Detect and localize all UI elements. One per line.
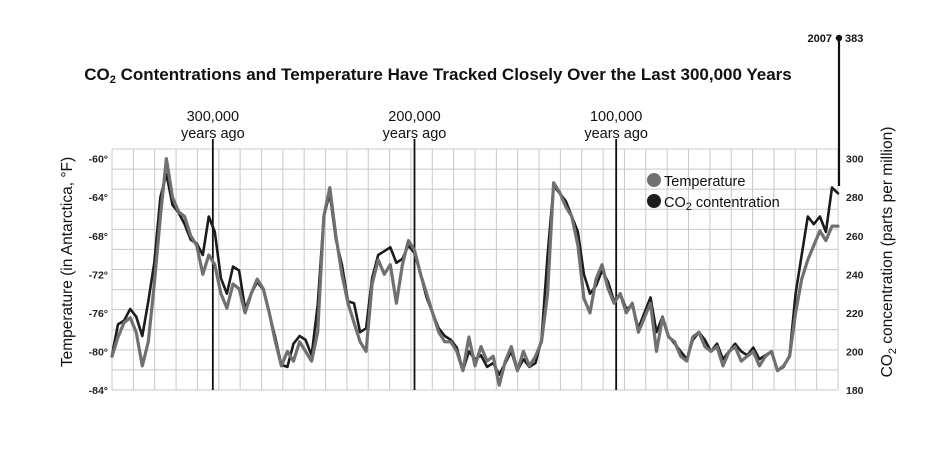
era-label-ago: years ago: [383, 126, 447, 142]
legend-label-temperature: Temperature: [664, 174, 745, 190]
right-tick-label: 280: [846, 192, 864, 204]
grid: [111, 148, 839, 391]
left-tick-label: -72°: [89, 269, 108, 281]
era-label-years: 300,000: [187, 109, 239, 125]
left-tick-label: -84°: [89, 385, 108, 397]
left-tick-label: -76°: [89, 308, 108, 320]
legend: Temperature CO2 contentration: [647, 173, 780, 213]
annotation-dot: [835, 34, 843, 42]
right-axis-ticks: 180 200 220 240 260 280 300: [846, 154, 864, 397]
annotation-value: 383: [845, 33, 863, 45]
left-axis-ticks: -60° -64° -68° -72° -76° -80° -84°: [89, 154, 108, 397]
left-tick-label: -64°: [89, 192, 108, 204]
era-label-ago: years ago: [181, 126, 245, 142]
era-label-ago: years ago: [584, 126, 648, 142]
legend-marker-temperature: [647, 173, 661, 187]
right-tick-label: 200: [846, 346, 864, 358]
right-axis-label: CO2 concentration (parts per million): [879, 127, 899, 378]
legend-label-co2: CO2 contentration: [664, 195, 780, 213]
annotation-year: 2007: [808, 33, 832, 45]
series-lines: [110, 157, 840, 387]
left-tick-label: -68°: [89, 231, 108, 243]
era-label-years: 200,000: [388, 109, 440, 125]
left-tick-label: -80°: [89, 346, 108, 358]
right-tick-label: 220: [846, 308, 864, 320]
chart-title: CO2 Contentrations and Temperature Have …: [84, 65, 792, 86]
temperature-line: [110, 157, 840, 387]
left-axis-label: Temperature (in Antarctica, °F): [59, 157, 76, 367]
right-tick-label: 240: [846, 269, 864, 281]
right-tick-label: 300: [846, 154, 864, 166]
era-label-years: 100,000: [590, 109, 642, 125]
annotation-2007: 2007 383: [808, 33, 863, 186]
legend-marker-co2: [647, 194, 661, 208]
left-tick-label: -60°: [89, 154, 108, 166]
right-tick-label: 260: [846, 231, 864, 243]
right-tick-label: 180: [846, 385, 864, 397]
